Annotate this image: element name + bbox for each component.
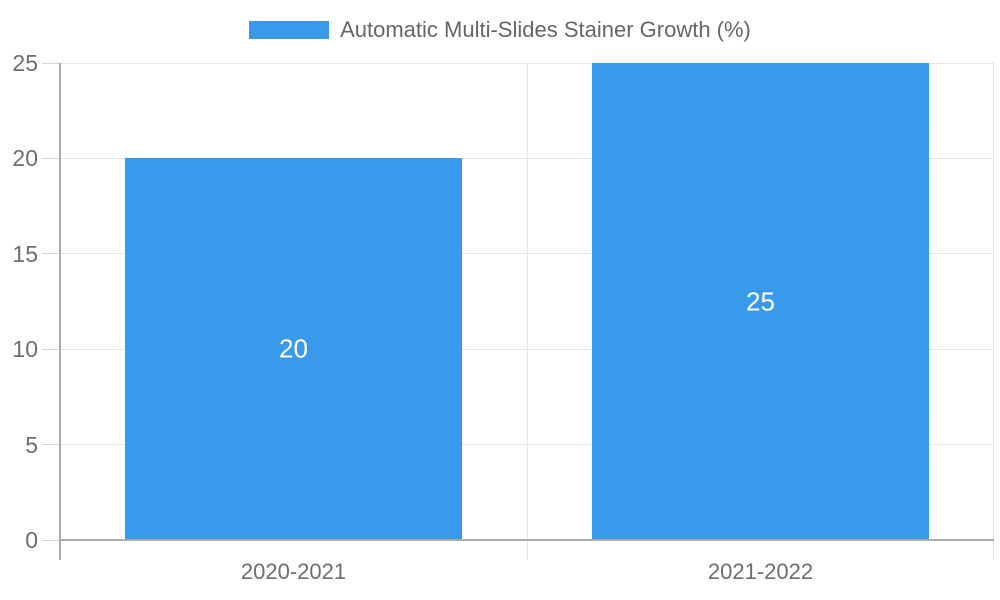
y-axis-line [59,63,61,560]
y-tick-label: 5 [25,431,38,458]
x-axis-line [60,539,994,541]
legend-swatch [249,21,330,39]
x-tick-label: 2021-2022 [707,559,814,584]
y-axis-tick [42,62,60,64]
bar[interactable]: 25 [592,63,929,540]
plot-right-border [993,63,994,560]
bar-value-label: 20 [279,333,308,364]
y-axis-tick [42,539,60,541]
category-divider [526,63,528,560]
y-tick-label: 15 [12,240,38,267]
y-tick-label: 20 [12,145,38,172]
y-axis-tick [42,348,60,350]
legend-label: Automatic Multi-Slides Stainer Growth (%… [340,17,751,42]
legend[interactable]: Automatic Multi-Slides Stainer Growth (%… [0,17,1000,43]
bar[interactable]: 20 [125,158,462,540]
y-tick-label: 0 [25,527,38,553]
y-axis-tick [42,444,60,446]
bar-value-label: 25 [746,286,775,316]
x-tick-label: 2020-2021 [240,559,347,584]
y-axis-tick [42,157,60,159]
y-axis-tick [42,253,60,255]
y-tick-label: 10 [12,336,38,363]
y-tick-label: 25 [12,50,38,76]
